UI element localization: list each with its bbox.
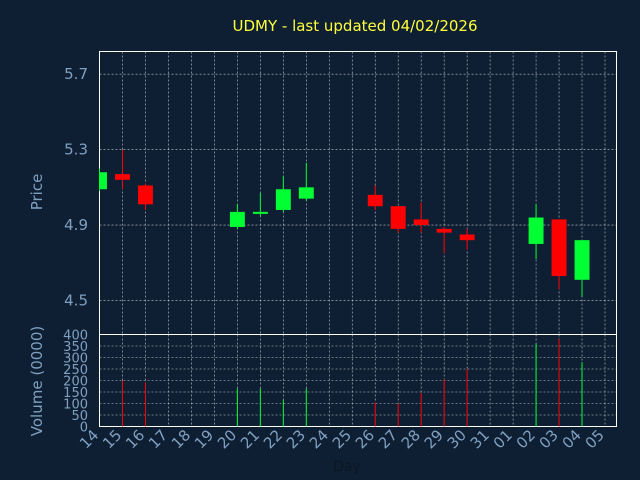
candle-body (229, 211, 245, 227)
candle-body (275, 189, 291, 210)
price-plot-border (99, 51, 617, 335)
volume-axis-label: Volume (0000) (28, 326, 46, 436)
candle-body (574, 240, 590, 280)
candle-body (528, 217, 544, 244)
x-tick-labels: 1415161718192021222324252627282930310102… (76, 426, 608, 452)
candle-body (459, 234, 475, 241)
candle-body (436, 228, 452, 233)
price-y-tick-labels: 4.5 4.9 5.3 5.7 (64, 65, 88, 309)
volume-tick-label: 250 (63, 363, 88, 378)
price-tick-label: 4.9 (64, 216, 88, 234)
volume-tick-label: 300 (63, 352, 88, 367)
price-axis-label: Price (28, 174, 46, 211)
candle-body (115, 174, 130, 180)
volume-tick-label: 150 (63, 386, 88, 401)
candle-body (390, 206, 406, 229)
volume-tick-label: 350 (63, 340, 88, 355)
price-tick-label: 4.5 (64, 292, 88, 310)
volume-tick-label: 400 (63, 329, 88, 344)
volume-bars (121, 339, 583, 427)
candle-body (551, 219, 567, 277)
x-axis-label: Day (333, 459, 361, 475)
volume-tick-label: 50 (71, 409, 88, 424)
candle-body (367, 194, 383, 207)
chart-title: UDMY - last updated 04/02/2026 (232, 17, 477, 35)
volume-tick-label: 200 (63, 375, 88, 390)
price-tick-label: 5.7 (64, 65, 88, 83)
candle-body (99, 172, 107, 190)
candle-body (298, 187, 314, 199)
volume-tick-label: 100 (63, 398, 88, 413)
volume-tick-label: 0 (80, 421, 88, 436)
x-tick-label: 05 (582, 426, 608, 452)
candle-body (137, 185, 153, 205)
volume-plot-border (99, 334, 617, 427)
price-tick-label: 5.3 (64, 141, 88, 159)
price-gridlines (99, 51, 617, 335)
candles (99, 149, 590, 297)
candle-body (413, 219, 429, 226)
candle-body (252, 211, 268, 214)
volume-gridlines (99, 334, 617, 427)
